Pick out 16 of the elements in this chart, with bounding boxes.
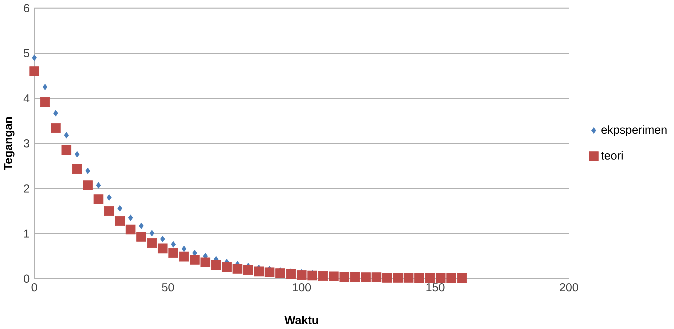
y-tick-label: 1: [24, 230, 30, 238]
y-tick-label: 2: [24, 184, 30, 193]
x-tick-label: 150: [426, 284, 445, 292]
x-axis-title: Waktu: [284, 316, 318, 325]
x-tick-label: 200: [560, 284, 578, 292]
y-axis-title: Tegangan: [4, 118, 15, 171]
legend-label: ekpsperimen: [602, 126, 667, 136]
y-tick-label: 6: [24, 4, 30, 13]
x-tick-label: 100: [293, 284, 312, 292]
y-tick-label: 0: [24, 274, 30, 284]
x-tick-label: 0: [32, 284, 38, 292]
y-tick-label: 3: [24, 140, 30, 148]
x-tick-label: 50: [162, 284, 174, 292]
legend-label: teori: [601, 151, 623, 160]
y-tick-label: 4: [24, 94, 30, 103]
y-tick-label: 5: [24, 50, 30, 58]
